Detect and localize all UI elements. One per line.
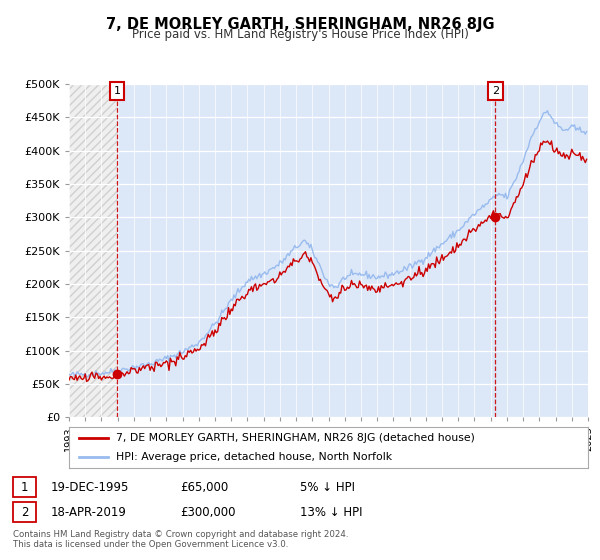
Bar (69, 84, 588, 417)
Text: Contains HM Land Registry data © Crown copyright and database right 2024.: Contains HM Land Registry data © Crown c… (13, 530, 349, 539)
Text: 18-APR-2019: 18-APR-2019 (51, 506, 127, 519)
Text: 7, DE MORLEY GARTH, SHERINGHAM, NR26 8JG: 7, DE MORLEY GARTH, SHERINGHAM, NR26 8JG (106, 17, 494, 32)
Text: Price paid vs. HM Land Registry's House Price Index (HPI): Price paid vs. HM Land Registry's House … (131, 28, 469, 41)
Text: 1: 1 (21, 480, 28, 494)
Text: 7, DE MORLEY GARTH, SHERINGHAM, NR26 8JG (detached house): 7, DE MORLEY GARTH, SHERINGHAM, NR26 8JG… (116, 433, 475, 443)
Text: £65,000: £65,000 (180, 480, 228, 494)
Text: 19-DEC-1995: 19-DEC-1995 (51, 480, 130, 494)
Text: £300,000: £300,000 (180, 506, 235, 519)
Bar (69, 84, 117, 417)
Text: 2: 2 (492, 86, 499, 96)
Text: 13% ↓ HPI: 13% ↓ HPI (300, 506, 362, 519)
Text: 1: 1 (113, 86, 121, 96)
Text: 2: 2 (21, 506, 28, 519)
Text: This data is licensed under the Open Government Licence v3.0.: This data is licensed under the Open Gov… (13, 540, 289, 549)
Text: 5% ↓ HPI: 5% ↓ HPI (300, 480, 355, 494)
Bar (69, 84, 117, 417)
Text: HPI: Average price, detached house, North Norfolk: HPI: Average price, detached house, Nort… (116, 452, 392, 463)
